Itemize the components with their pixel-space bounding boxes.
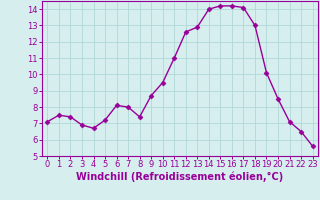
X-axis label: Windchill (Refroidissement éolien,°C): Windchill (Refroidissement éolien,°C) <box>76 172 284 182</box>
